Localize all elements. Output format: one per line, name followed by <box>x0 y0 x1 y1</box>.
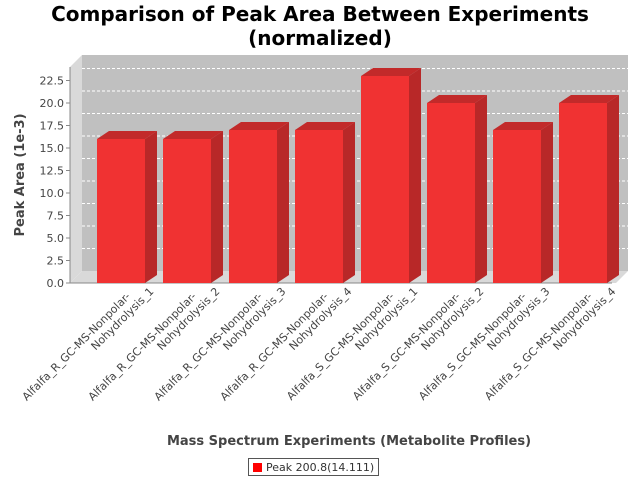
bar-side <box>343 122 355 283</box>
bar-side <box>475 95 487 283</box>
bar-front <box>97 139 145 283</box>
bar-front <box>163 139 211 283</box>
bar <box>559 95 619 283</box>
y-tick-label: 17.5 <box>40 120 65 133</box>
bar-side <box>145 131 157 283</box>
bar-top <box>163 131 223 139</box>
bar <box>163 131 223 283</box>
bar-top <box>229 122 289 130</box>
bar-front <box>361 76 409 283</box>
y-tick-label: 10.0 <box>40 187 65 200</box>
bar-side <box>211 131 223 283</box>
y-tick-label: 22.5 <box>40 75 65 88</box>
bar <box>493 122 553 283</box>
bar-top <box>361 68 421 76</box>
chart-title-line-1: Comparison of Peak Area Between Experime… <box>51 2 589 26</box>
legend-swatch <box>253 462 262 472</box>
y-axis-title: Peak Area (1e-3) <box>13 113 28 236</box>
bar <box>97 131 157 283</box>
legend-label: Peak 200.8(14.111) <box>266 460 375 474</box>
bar-front <box>427 103 475 283</box>
bar-top <box>493 122 553 130</box>
bar-side <box>277 122 289 283</box>
bar <box>295 122 355 283</box>
plot-left-wall <box>70 55 82 283</box>
y-tick-label: 0.0 <box>47 277 65 290</box>
bar-front <box>295 130 343 283</box>
bar <box>427 95 487 283</box>
bar <box>361 68 421 283</box>
y-tick-label: 12.5 <box>40 165 65 178</box>
x-axis-title: Mass Spectrum Experiments (Metabolite Pr… <box>167 434 531 449</box>
bar-top <box>97 131 157 139</box>
y-tick-label: 15.0 <box>40 142 65 155</box>
chart-title: Comparison of Peak Area Between Experime… <box>0 2 640 50</box>
y-tick-label: 2.5 <box>47 255 65 268</box>
bar-top <box>559 95 619 103</box>
bar-side <box>541 122 553 283</box>
bar-side <box>409 68 421 283</box>
bar-top <box>427 95 487 103</box>
bar-front <box>559 103 607 283</box>
bar-top <box>295 122 355 130</box>
bar-front <box>493 130 541 283</box>
y-tick-label: 7.5 <box>47 210 65 223</box>
bar-front <box>229 130 277 283</box>
y-tick-label: 20.0 <box>40 97 65 110</box>
x-tick-label-line: Alfalfa_R_GC-MS-Nonpolar- <box>20 290 133 403</box>
chart-title-line-2: (normalized) <box>248 26 392 50</box>
bar-side <box>607 95 619 283</box>
legend: Peak 200.8(14.111) <box>248 458 380 476</box>
bar <box>229 122 289 283</box>
y-tick-label: 5.0 <box>47 232 65 245</box>
